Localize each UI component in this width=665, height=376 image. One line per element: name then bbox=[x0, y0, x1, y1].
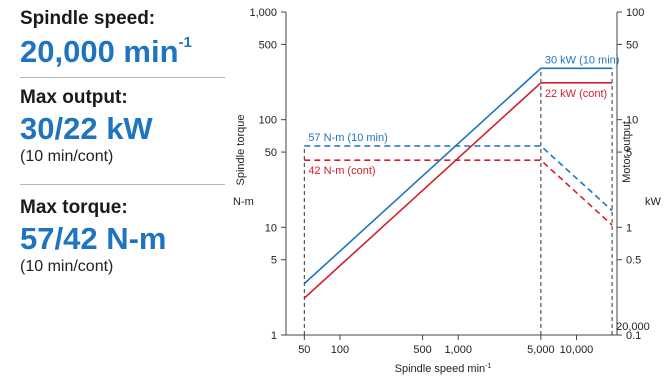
spec-divider bbox=[20, 77, 225, 78]
y-left-tick-label: 500 bbox=[259, 39, 277, 51]
y-right-tick-label: 50 bbox=[626, 39, 638, 51]
spec-value: 30/22 kW bbox=[20, 111, 153, 146]
y-right-tick-label: 5 bbox=[626, 147, 632, 159]
y-left-tick-label: 50 bbox=[265, 147, 277, 159]
chart-annotation: 20,000 bbox=[616, 321, 650, 333]
y-left-tick-label: 10 bbox=[265, 222, 277, 234]
chart-axes: 1 5 10 50 100 500 1,000 0.1 0.5 1 5 10 50 100 50 100 500… bbox=[249, 7, 644, 356]
power-curve bbox=[303, 67, 613, 285]
x-tick-label: 500 bbox=[413, 344, 431, 356]
y-right-tick-label: 0.5 bbox=[626, 255, 641, 267]
y-right-tick-label: 100 bbox=[626, 7, 644, 19]
chart-annotation: 22 kW (cont) bbox=[545, 88, 607, 100]
spec-value-superscript: -1 bbox=[178, 34, 192, 51]
x-axis-title: Spindle speed min-1 bbox=[395, 363, 492, 375]
spec-spindle-speed: Spindle speed: 20,000 min-1 bbox=[20, 8, 232, 77]
spec-value: 57/42 N-m bbox=[20, 221, 167, 256]
y-right-tick-label: 0.1 bbox=[626, 330, 641, 342]
spec-max-torque: Max torque: 57/42 N-m (10 min/cont) bbox=[20, 185, 232, 277]
x-axis-title-text: Spindle speed min bbox=[395, 363, 486, 375]
y-axis-left-title: Spindle torque bbox=[235, 115, 247, 186]
x-axis-title-superscript: -1 bbox=[485, 363, 491, 370]
y-left-tick-label: 100 bbox=[259, 115, 277, 127]
y-right-tick-label: 1 bbox=[626, 222, 632, 234]
x-tick-label: 5,000 bbox=[527, 344, 555, 356]
torque-curve bbox=[304, 159, 613, 226]
spec-note: (10 min/cont) bbox=[20, 258, 114, 275]
chart-annotation: 30 kW (10 min) bbox=[545, 54, 620, 66]
torque-curve bbox=[304, 145, 613, 212]
chart-series bbox=[303, 67, 613, 299]
chart-annotation: 57 N-m (10 min) bbox=[308, 132, 387, 144]
y-left-tick-label: 5 bbox=[271, 255, 277, 267]
y-axis-right-title: Motor output bbox=[621, 121, 633, 183]
chart-annotations: 30 kW (10 min) 22 kW (cont) 57 N-m (10 min… bbox=[308, 54, 649, 333]
spec-label: Spindle speed: bbox=[20, 8, 156, 29]
y-axis-right-unit: kW bbox=[645, 196, 662, 208]
y-right-tick-label: 10 bbox=[626, 115, 638, 127]
spec-value: 20,000 min-1 bbox=[20, 34, 232, 70]
spec-label: Max torque: bbox=[20, 197, 128, 218]
x-tick-label: 10,000 bbox=[560, 344, 594, 356]
chart-annotation: 42 N-m (cont) bbox=[308, 165, 375, 177]
spec-panel: Spindle speed: 20,000 min-1 Max output: … bbox=[20, 8, 232, 277]
spec-value-text: 20,000 min bbox=[20, 34, 179, 69]
y-left-tick-label: 1 bbox=[271, 330, 277, 342]
x-tick-label: 100 bbox=[331, 344, 349, 356]
spec-divider bbox=[20, 184, 225, 185]
power-curve bbox=[303, 82, 613, 299]
y-axis-left-unit: N-m bbox=[233, 196, 254, 208]
x-tick-label: 1,000 bbox=[444, 344, 472, 356]
spec-max-output: Max output: 30/22 kW (10 min/cont) bbox=[20, 78, 232, 184]
guide-lines bbox=[303, 68, 613, 335]
y-left-tick-label: 1,000 bbox=[249, 7, 277, 19]
spec-label: Max output: bbox=[20, 87, 128, 108]
x-tick-label: 50 bbox=[298, 344, 310, 356]
spec-note: (10 min/cont) bbox=[20, 148, 114, 165]
